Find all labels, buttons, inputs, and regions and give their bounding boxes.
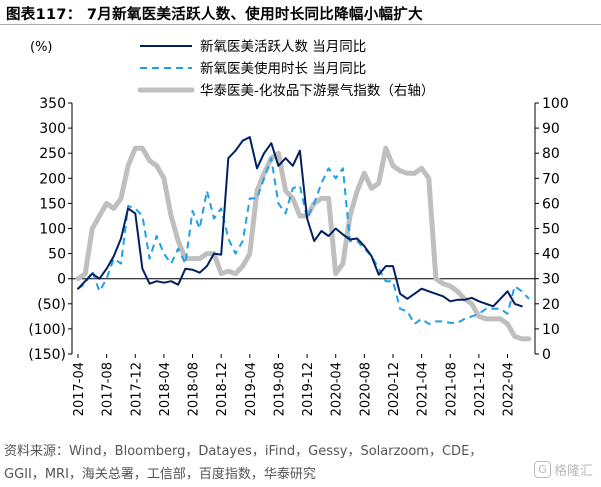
right-axis-tick-label: 20 bbox=[542, 297, 560, 313]
chart-axes: (%)350300250200150100500(50)(100)(150)10… bbox=[28, 40, 568, 416]
legend-label-3: 华泰医美-化妆品下游景气指数（右轴） bbox=[200, 83, 434, 99]
x-axis-tick-label: 2017-08 bbox=[101, 362, 116, 416]
x-axis-tick-label: 2018-12 bbox=[215, 362, 230, 416]
x-axis-tick-label: 2019-08 bbox=[272, 362, 287, 416]
x-axis-tick-label: 2020-12 bbox=[387, 362, 402, 416]
left-axis-tick-label: 0 bbox=[57, 272, 66, 288]
x-axis-tick-label: 2018-08 bbox=[187, 362, 202, 416]
watermark-text: 格隆汇 bbox=[553, 464, 593, 479]
chart-title: 图表117： 7月新氧医美活跃人数、使用时长同比降幅小幅扩大 bbox=[6, 7, 423, 23]
watermark: G 格隆汇 bbox=[533, 460, 593, 479]
x-axis-tick-label: 2021-12 bbox=[473, 362, 488, 416]
left-axis-tick-label: (50) bbox=[37, 297, 66, 313]
left-axis-tick-label: 250 bbox=[39, 146, 66, 162]
right-axis-tick-label: 0 bbox=[542, 347, 551, 363]
left-axis-tick-label: 350 bbox=[39, 96, 66, 112]
x-axis-tick-label: 2020-04 bbox=[330, 362, 345, 416]
series-line-3 bbox=[75, 145, 532, 342]
x-axis-tick-label: 2019-12 bbox=[301, 362, 316, 416]
chart-header: 图表117： 7月新氧医美活跃人数、使用时长同比降幅小幅扩大 bbox=[0, 0, 601, 25]
x-axis-tick-label: 2020-08 bbox=[358, 362, 373, 416]
left-axis-tick-label: 50 bbox=[48, 247, 66, 263]
right-axis-tick-label: 70 bbox=[542, 171, 560, 187]
x-axis-tick-label: 2021-04 bbox=[416, 362, 431, 416]
right-axis-tick-label: 50 bbox=[542, 222, 560, 238]
series-line-1 bbox=[77, 136, 523, 308]
right-axis-tick-label: 30 bbox=[542, 272, 560, 288]
line-chart: (%)350300250200150100500(50)(100)(150)10… bbox=[28, 39, 568, 416]
left-axis-tick-label: 150 bbox=[39, 196, 66, 212]
right-axis-tick-label: 40 bbox=[542, 247, 560, 263]
series-line-2 bbox=[77, 157, 530, 325]
source-note-line-1: 资料来源：Wind，Bloomberg，Datayes，iFind，Gessy，… bbox=[4, 444, 483, 459]
left-axis-tick-label: 200 bbox=[39, 171, 66, 187]
x-axis-tick-label: 2019-04 bbox=[244, 362, 259, 416]
legend-label-1: 新氧医美活跃人数 当月同比 bbox=[200, 39, 366, 55]
right-axis-tick-label: 10 bbox=[542, 322, 560, 338]
right-axis-tick-label: 90 bbox=[542, 121, 560, 137]
left-axis-tick-label: 100 bbox=[39, 222, 66, 238]
x-axis-tick-label: 2017-12 bbox=[129, 362, 144, 416]
left-axis-tick-label: (100) bbox=[28, 322, 66, 338]
source-note-line-2: GGII，MRI，海关总署，工信部，百度指数，华泰研究 bbox=[4, 467, 316, 482]
left-axis-tick-label: (150) bbox=[28, 347, 66, 363]
right-axis-tick-label: 60 bbox=[542, 196, 560, 212]
x-axis-tick-label: 2017-04 bbox=[72, 362, 87, 416]
right-axis-tick-label: 80 bbox=[542, 146, 560, 162]
x-axis-tick-label: 2022-04 bbox=[502, 362, 517, 416]
right-axis-tick-label: 100 bbox=[542, 96, 569, 112]
x-axis-tick-label: 2021-08 bbox=[444, 362, 459, 416]
left-axis-unit: (%) bbox=[30, 40, 53, 55]
watermark-logo-icon: G bbox=[533, 461, 551, 478]
legend-label-2: 新氧医美使用时长 当月同比 bbox=[200, 60, 366, 77]
series-layer bbox=[75, 136, 532, 342]
left-axis-tick-label: 300 bbox=[39, 121, 66, 137]
x-axis-tick-label: 2018-04 bbox=[158, 362, 173, 416]
